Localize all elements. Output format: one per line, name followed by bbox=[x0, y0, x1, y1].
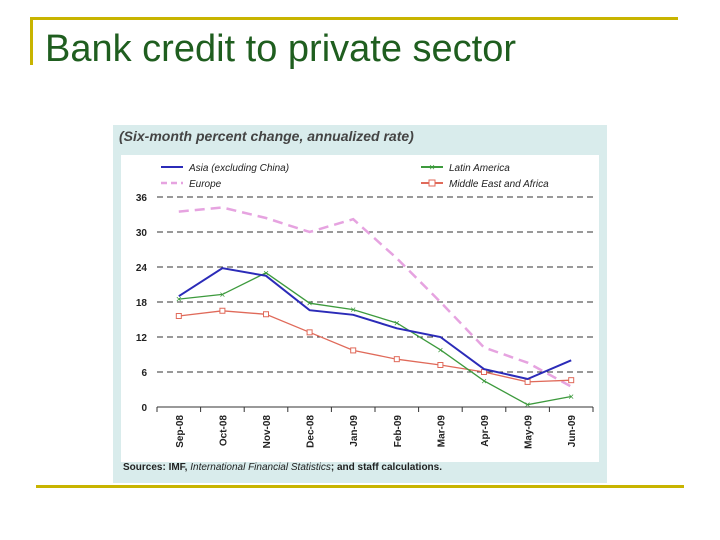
frame-top-border bbox=[30, 17, 678, 20]
line-chart: 0 6 12 18 24 30 36 Sep-08 Oct-08 Nov-08 Dec-08 Jan-… bbox=[136, 163, 594, 449]
y-tick-label: 0 bbox=[141, 403, 147, 414]
data-point-marker: × bbox=[481, 376, 487, 387]
frame-bottom-border bbox=[36, 485, 684, 488]
x-tick-label: Sep-08 bbox=[175, 415, 186, 448]
legend-label: Europe bbox=[189, 179, 222, 190]
x-tick-label: Nov-08 bbox=[262, 415, 273, 449]
data-point-marker bbox=[306, 329, 313, 336]
x-tick-label: Jan-09 bbox=[349, 415, 360, 447]
data-point-marker: × bbox=[263, 268, 269, 279]
data-point-marker bbox=[350, 347, 357, 354]
series-line bbox=[178, 310, 572, 383]
x-tick-label: Apr-09 bbox=[480, 415, 491, 447]
data-point-marker bbox=[219, 307, 226, 314]
chart-plot-area: 0 6 12 18 24 30 36 Sep-08 Oct-08 Nov-08 Dec-08 Jan-… bbox=[121, 155, 599, 462]
data-point-marker bbox=[568, 377, 575, 384]
y-tick-label: 24 bbox=[136, 263, 148, 274]
data-point-marker: × bbox=[568, 392, 574, 403]
data-point-marker: × bbox=[307, 299, 313, 310]
source-italic: International Financial Statistics bbox=[190, 462, 331, 473]
legend-label: Middle East and Africa bbox=[449, 179, 549, 190]
data-point-marker bbox=[437, 362, 444, 368]
source-prefix: Sources: IMF, bbox=[123, 462, 191, 473]
x-tick-label: May-09 bbox=[524, 415, 535, 449]
x-tick-label: Mar-09 bbox=[436, 415, 447, 448]
x-tick-label: Jun-09 bbox=[567, 415, 578, 448]
frame-left-border bbox=[30, 17, 33, 65]
chart-subtitle: (Six-month percent change, annualized ra… bbox=[119, 128, 414, 144]
series-line bbox=[178, 206, 572, 388]
data-point-marker: × bbox=[350, 305, 356, 316]
x-tick-label: Oct-08 bbox=[218, 415, 229, 447]
legend-marker bbox=[428, 179, 436, 187]
chart-panel: (Six-month percent change, annualized ra… bbox=[113, 125, 607, 483]
legend-marker: × bbox=[429, 163, 435, 174]
data-point-marker bbox=[393, 356, 400, 363]
legend-label: Asia (excluding China) bbox=[188, 163, 289, 174]
chart-source: Sources: IMF, International Financial St… bbox=[123, 462, 442, 473]
y-tick-label: 30 bbox=[136, 228, 148, 239]
data-point-marker: × bbox=[219, 290, 225, 301]
data-point-marker: × bbox=[394, 319, 400, 330]
data-point-marker bbox=[175, 313, 182, 319]
source-suffix: ; and staff calculations. bbox=[330, 462, 443, 473]
x-tick-label: Feb-09 bbox=[393, 415, 404, 448]
y-tick-label: 12 bbox=[136, 333, 148, 344]
legend-label: Latin America bbox=[449, 163, 510, 174]
series-line bbox=[178, 272, 572, 406]
y-tick-label: 6 bbox=[141, 368, 147, 379]
y-tick-label: 36 bbox=[136, 193, 148, 204]
data-point-marker: × bbox=[176, 295, 182, 306]
series-line bbox=[178, 267, 572, 381]
data-point-marker bbox=[263, 311, 269, 318]
data-point-marker bbox=[524, 378, 531, 385]
x-tick-label: Dec-08 bbox=[306, 415, 317, 448]
data-point-marker: × bbox=[525, 400, 531, 411]
slide-title: Bank credit to private sector bbox=[45, 28, 516, 70]
y-tick-label: 18 bbox=[136, 298, 148, 309]
data-point-marker: × bbox=[437, 345, 443, 356]
